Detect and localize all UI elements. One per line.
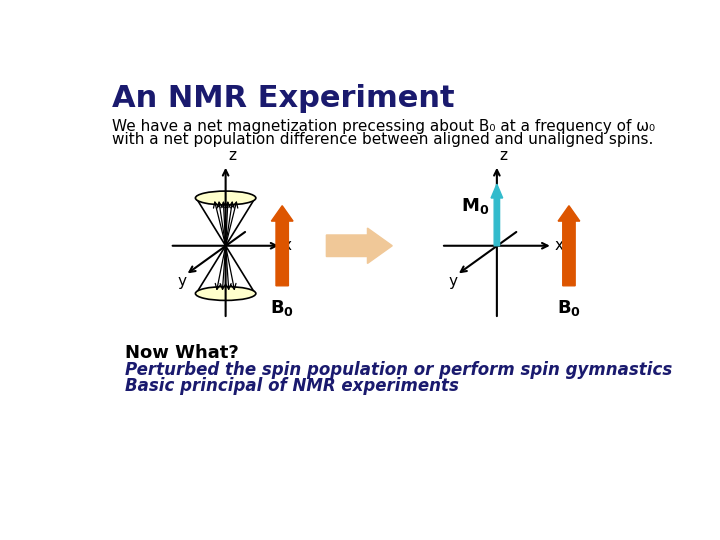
Text: x: x: [554, 238, 563, 253]
Text: $\mathbf{M_0}$: $\mathbf{M_0}$: [461, 195, 489, 215]
Ellipse shape: [195, 191, 256, 205]
Text: y: y: [178, 274, 186, 289]
Text: x: x: [283, 238, 292, 253]
Text: with a net population difference between aligned and unaligned spins.: with a net population difference between…: [112, 132, 653, 147]
Text: Now What?: Now What?: [125, 343, 238, 362]
Text: z: z: [499, 147, 507, 163]
Text: $\mathbf{B_0}$: $\mathbf{B_0}$: [270, 298, 294, 318]
Text: z: z: [228, 147, 236, 163]
FancyArrow shape: [558, 206, 580, 286]
Text: Basic principal of NMR experiments: Basic principal of NMR experiments: [125, 377, 459, 395]
Text: y: y: [449, 274, 458, 289]
Text: Perturbed the spin population or perform spin gymnastics: Perturbed the spin population or perform…: [125, 361, 672, 379]
FancyArrow shape: [326, 228, 392, 264]
Text: $\mathbf{B_0}$: $\mathbf{B_0}$: [557, 298, 581, 318]
Ellipse shape: [195, 287, 256, 300]
FancyArrow shape: [271, 206, 293, 286]
FancyArrow shape: [491, 184, 503, 246]
Text: We have a net magnetization precessing about B₀ at a frequency of ω₀: We have a net magnetization precessing a…: [112, 119, 654, 134]
Text: An NMR Experiment: An NMR Experiment: [112, 84, 454, 113]
